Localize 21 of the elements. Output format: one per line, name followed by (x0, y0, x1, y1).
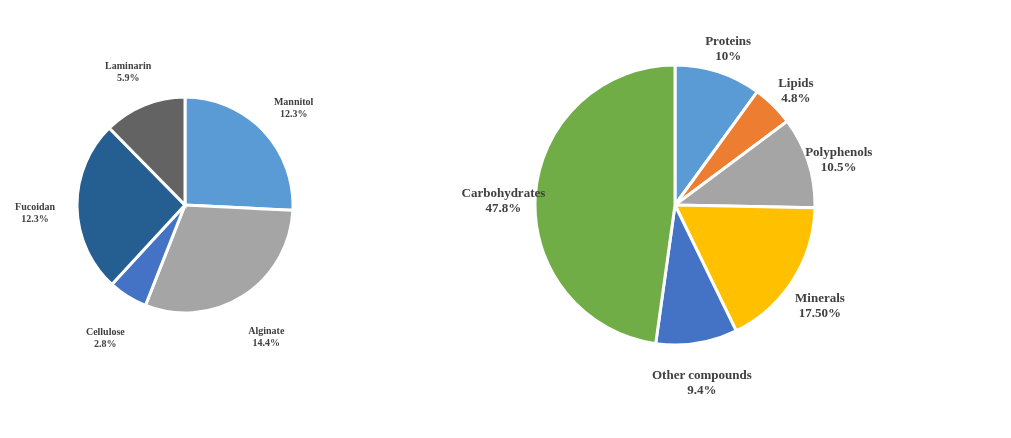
data-label: 12.3% (279, 107, 308, 119)
slice-label: Polyphenols (805, 144, 873, 160)
slice-label: Minerals (795, 289, 845, 305)
slice-label: Alginate (248, 325, 285, 337)
slice-label: Proteins (705, 33, 752, 49)
slice-label: Fucoidan (15, 201, 56, 213)
data-label: 2.8% (94, 338, 117, 350)
data-label: 47.8% (485, 200, 522, 216)
data-label: 10% (715, 48, 742, 64)
slice-label: Mannitol (273, 95, 314, 107)
data-label: 9.4% (687, 381, 717, 397)
slice-label: Laminarin (105, 60, 152, 72)
slice-label: Other compounds (652, 366, 752, 382)
data-label: 4.8% (781, 89, 811, 105)
data-label: 10.5% (820, 159, 857, 175)
data-label: 12.3% (21, 213, 49, 225)
slice-label: Cellulose (85, 326, 126, 338)
data-label: 14.4% (252, 337, 281, 349)
data-label: 17.50% (798, 304, 842, 320)
slice-label: Lipids (778, 74, 814, 90)
data-label: 5.9% (116, 72, 140, 84)
